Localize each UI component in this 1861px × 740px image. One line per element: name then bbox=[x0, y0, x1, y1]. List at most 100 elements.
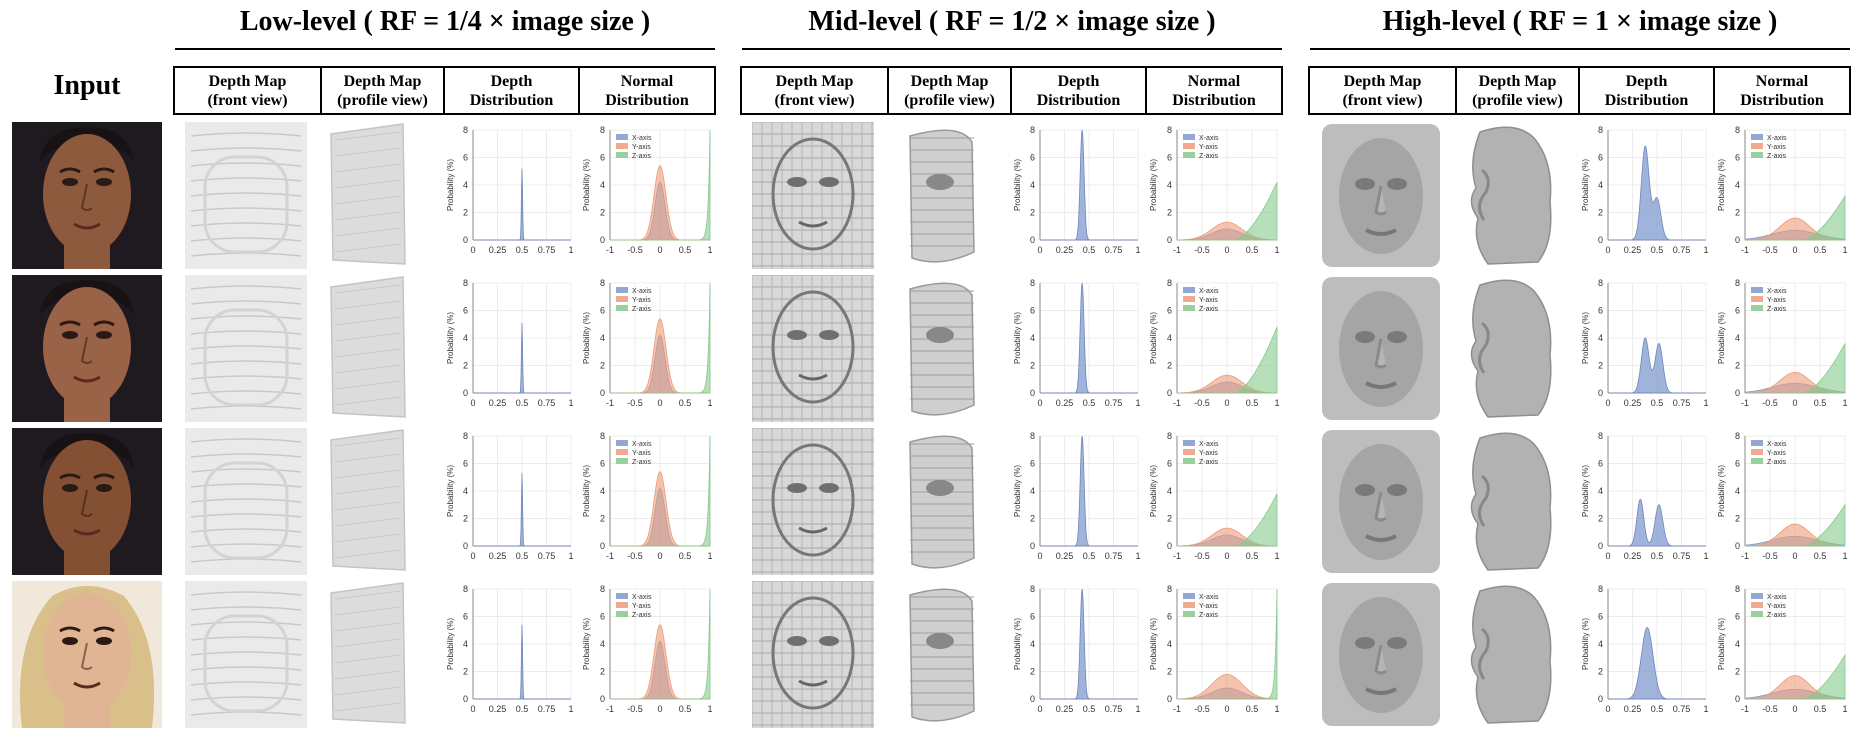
x-tick-label: 0.75 bbox=[538, 551, 556, 561]
normal-distribution-plot: X-axis Y-axis Z-axis 0 2 4 6 8 -1 -0.5 0 0.5 1 Probab… bbox=[580, 275, 714, 422]
y-tick-label: 4 bbox=[1735, 180, 1740, 190]
y-tick-label: 0 bbox=[1167, 694, 1172, 704]
legend-swatch bbox=[616, 134, 628, 140]
depth-distribution-plot-svg: 0 2 4 6 8 0 0.25 0.5 0.75 1 Probability (%) bbox=[1581, 431, 1709, 561]
nose bbox=[80, 183, 93, 211]
depth-ripple bbox=[190, 207, 302, 212]
depth-map-profile-low-svg bbox=[330, 429, 406, 571]
mouth bbox=[798, 526, 828, 534]
depth-ripple bbox=[190, 636, 302, 641]
depth-ripple bbox=[190, 666, 302, 671]
depth-ripple bbox=[190, 453, 302, 458]
legend-label: Z-axis bbox=[1199, 459, 1219, 466]
x-tick-label: 1 bbox=[1135, 551, 1140, 561]
legend-swatch bbox=[1183, 440, 1195, 446]
depth-distribution-plot: 0 2 4 6 8 0 0.25 0.5 0.75 1 Probability (%) bbox=[445, 122, 575, 269]
legend-label: X-axis bbox=[632, 441, 652, 448]
right-eye bbox=[96, 484, 112, 492]
y-tick-label: 2 bbox=[600, 361, 605, 371]
depth-ripple bbox=[190, 132, 302, 137]
y-tick-label: 2 bbox=[1167, 514, 1172, 524]
x-tick-label: 0.5 bbox=[1814, 551, 1827, 561]
y-axis-label: Probability (%) bbox=[582, 465, 591, 517]
y-tick-label: 0 bbox=[1735, 235, 1740, 245]
depth-distribution-plot-svg: 0 2 4 6 8 0 0.25 0.5 0.75 1 Probability (%) bbox=[1013, 278, 1141, 408]
profile-surface bbox=[330, 582, 406, 724]
neck bbox=[64, 244, 110, 269]
depth-map-front-low-svg bbox=[185, 122, 307, 269]
x-tick-label: -1 bbox=[1741, 551, 1749, 561]
y-axis-label: Probability (%) bbox=[1149, 159, 1158, 211]
depth-ripple bbox=[190, 375, 302, 380]
column-header-depth-profile: Depth Map (profile view) bbox=[889, 68, 1012, 113]
y-tick-label: 6 bbox=[1167, 459, 1172, 469]
depth-ripple bbox=[190, 483, 302, 488]
group-rule-high bbox=[1310, 48, 1850, 50]
neck bbox=[64, 397, 110, 422]
y-tick-label: 2 bbox=[600, 208, 605, 218]
legend-swatch bbox=[616, 458, 628, 464]
depth-map-profile-high-svg bbox=[1470, 585, 1552, 724]
hair bbox=[40, 280, 134, 315]
depth-distribution-plot: 0 2 4 6 8 0 0.25 0.5 0.75 1 Probability (%) bbox=[1012, 428, 1142, 575]
y-tick-label: 0 bbox=[463, 541, 468, 551]
legend-label: Y-axis bbox=[1199, 603, 1218, 610]
y-tick-label: 8 bbox=[1030, 125, 1035, 135]
x-tick-label: 0.75 bbox=[1105, 398, 1123, 408]
depth-histogram-area bbox=[1608, 145, 1706, 241]
y-tick-label: 0 bbox=[1598, 694, 1603, 704]
x-tick-label: 1 bbox=[707, 704, 712, 714]
mouth bbox=[1365, 534, 1397, 542]
x-tick-label: 0.25 bbox=[1624, 245, 1642, 255]
y-axis-label: Probability (%) bbox=[1149, 465, 1158, 517]
depth-ripple bbox=[334, 243, 402, 253]
nose bbox=[1374, 338, 1387, 369]
x-tick-label: 0.25 bbox=[489, 245, 507, 255]
y-tick-label: 8 bbox=[600, 431, 605, 441]
y-tick-label: 8 bbox=[1735, 584, 1740, 594]
x-tick-label: 0 bbox=[470, 704, 475, 714]
y-tick-label: 6 bbox=[1167, 153, 1172, 163]
x-tick-label: 0.5 bbox=[1651, 551, 1664, 561]
y-tick-label: 6 bbox=[463, 306, 468, 316]
y-tick-label: 0 bbox=[1735, 388, 1740, 398]
depth-ripple bbox=[334, 686, 402, 696]
depth-ripple bbox=[190, 345, 302, 350]
x-tick-label: 0.25 bbox=[1624, 551, 1642, 561]
legend-label: Z-axis bbox=[1767, 459, 1787, 466]
x-tick-label: 0.75 bbox=[1673, 704, 1691, 714]
y-axis-series bbox=[610, 624, 710, 700]
profile-surface bbox=[1470, 432, 1552, 571]
y-tick-label: 8 bbox=[600, 584, 605, 594]
legend-label: X-axis bbox=[632, 288, 652, 295]
y-axis-label: Probability (%) bbox=[1013, 465, 1022, 517]
left-eye bbox=[787, 330, 807, 340]
normal-distribution-plot-svg: X-axis Y-axis Z-axis 0 2 4 6 8 -1 -0.5 0 0.5 1 Probab… bbox=[1717, 584, 1848, 714]
legend-label: Y-axis bbox=[632, 297, 651, 304]
x-tick-label: 1 bbox=[568, 245, 573, 255]
depth-distribution-plot: 0 2 4 6 8 0 0.25 0.5 0.75 1 Probability (%) bbox=[1012, 122, 1142, 269]
x-tick-label: 0.5 bbox=[1651, 398, 1664, 408]
legend-label: Z-axis bbox=[632, 153, 652, 160]
y-axis-label: Probability (%) bbox=[582, 159, 591, 211]
depth-ripple bbox=[190, 696, 302, 701]
legend-label: Z-axis bbox=[632, 612, 652, 619]
input-face-photo bbox=[12, 428, 162, 575]
legend-label: Y-axis bbox=[632, 603, 651, 610]
depth-distribution-plot-svg: 0 2 4 6 8 0 0.25 0.5 0.75 1 Probability (%) bbox=[1013, 431, 1141, 561]
depth-ripple bbox=[334, 654, 402, 664]
depth-map-front-low bbox=[185, 122, 307, 269]
right-eye bbox=[819, 483, 839, 493]
right-eyebrow bbox=[93, 320, 115, 327]
depth-histogram-area bbox=[473, 322, 571, 394]
x-tick-label: -0.5 bbox=[627, 398, 643, 408]
z-axis-series bbox=[1745, 343, 1846, 394]
y-tick-label: 0 bbox=[1735, 694, 1740, 704]
depth-ripple bbox=[334, 195, 402, 205]
depth-ripple bbox=[334, 501, 402, 511]
depth-map-front-low-svg bbox=[185, 581, 307, 728]
normal-distribution-plot-svg: X-axis Y-axis Z-axis 0 2 4 6 8 -1 -0.5 0 0.5 1 Probab… bbox=[1149, 125, 1280, 255]
x-tick-label: 0 bbox=[1037, 398, 1042, 408]
y-axis-label: Probability (%) bbox=[446, 159, 455, 211]
y-tick-label: 8 bbox=[1735, 125, 1740, 135]
